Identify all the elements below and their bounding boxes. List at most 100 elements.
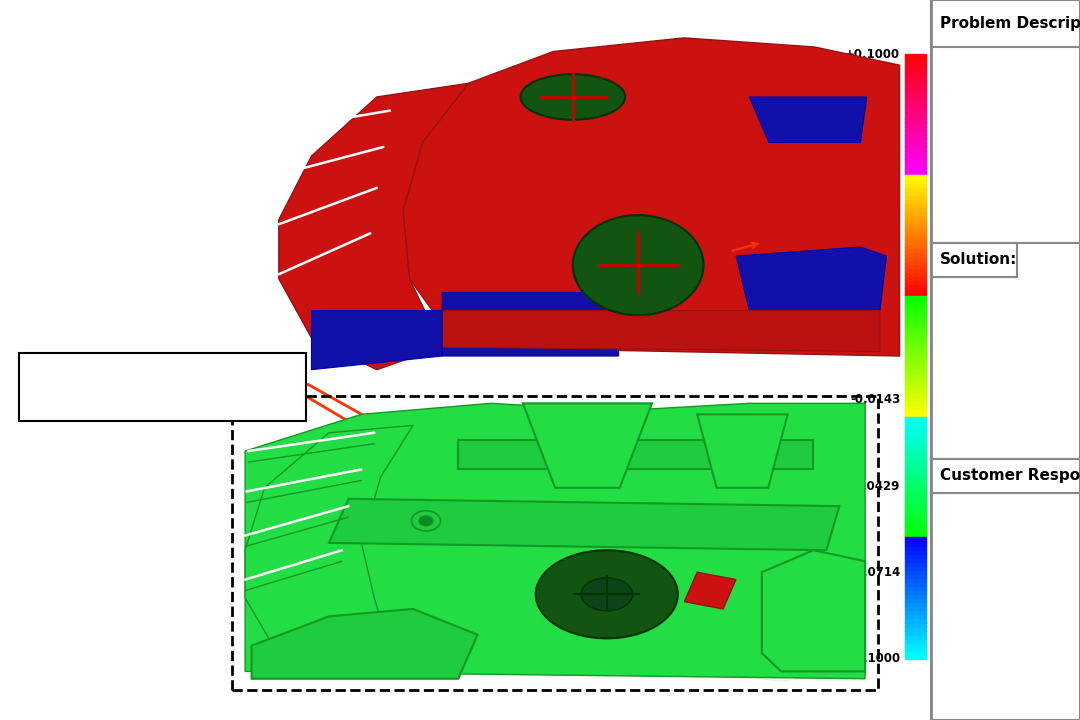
Bar (905, 554, 927, 558)
Bar (905, 320, 927, 324)
Bar (905, 352, 927, 356)
Bar (905, 219, 927, 223)
Bar (905, 380, 927, 384)
Bar (905, 582, 927, 586)
Bar (905, 243, 927, 248)
Bar (905, 457, 927, 462)
Bar (905, 215, 927, 220)
Bar (905, 259, 927, 264)
Bar (905, 642, 927, 647)
Bar (905, 392, 927, 397)
Bar (905, 271, 927, 276)
Bar (905, 356, 927, 361)
Bar (905, 384, 927, 389)
Ellipse shape (536, 550, 678, 639)
Ellipse shape (572, 215, 703, 315)
Bar (905, 360, 927, 364)
Bar (905, 465, 927, 469)
Bar (905, 300, 927, 304)
Bar (905, 155, 927, 159)
Text: +0.0714: +0.0714 (845, 134, 901, 147)
Bar (905, 614, 927, 618)
Bar (905, 231, 927, 235)
Bar (905, 461, 927, 465)
Bar (905, 622, 927, 626)
Bar (905, 396, 927, 401)
Bar (905, 610, 927, 614)
Bar (905, 304, 927, 308)
Bar (905, 279, 927, 284)
Bar (905, 344, 927, 348)
Polygon shape (761, 550, 865, 671)
Bar (905, 630, 927, 634)
Bar (905, 618, 927, 623)
Bar (905, 441, 927, 445)
Bar (905, 586, 927, 590)
Bar (905, 546, 927, 550)
Text: -0.0714: -0.0714 (850, 566, 901, 579)
Bar (905, 106, 927, 110)
Bar (905, 287, 927, 292)
Bar (905, 336, 927, 341)
Bar (905, 251, 927, 256)
Polygon shape (403, 38, 900, 356)
Bar (905, 489, 927, 493)
Bar (905, 324, 927, 328)
Text: -0.0429: -0.0429 (850, 480, 901, 492)
Bar (905, 138, 927, 143)
Bar (905, 562, 927, 566)
Bar (905, 73, 927, 78)
Bar (905, 62, 927, 66)
Bar (905, 388, 927, 392)
Polygon shape (245, 426, 413, 671)
Bar (905, 122, 927, 127)
Bar (905, 199, 927, 203)
Polygon shape (442, 292, 619, 356)
Bar (905, 315, 927, 320)
Bar (905, 292, 927, 296)
Bar (905, 158, 927, 163)
Bar (905, 227, 927, 231)
Bar (905, 445, 927, 449)
Bar (905, 307, 927, 312)
Bar (905, 54, 927, 58)
Bar (905, 453, 927, 457)
Bar (905, 110, 927, 114)
Bar (905, 634, 927, 639)
Bar (905, 594, 927, 598)
Bar (905, 223, 927, 228)
Bar (905, 647, 927, 651)
Polygon shape (523, 403, 652, 488)
Bar (905, 239, 927, 243)
Text: +0.0143: +0.0143 (845, 307, 901, 320)
Bar (905, 58, 927, 62)
Polygon shape (422, 310, 880, 351)
Bar (905, 481, 927, 485)
Ellipse shape (521, 74, 625, 120)
Bar (905, 513, 927, 518)
Bar (905, 118, 927, 122)
Bar (931, 0, 1080, 720)
Bar (905, 102, 927, 107)
Bar (905, 284, 927, 288)
Bar (905, 183, 927, 187)
Bar (905, 626, 927, 631)
Bar (905, 469, 927, 473)
Bar (905, 211, 927, 215)
Polygon shape (329, 499, 839, 550)
Bar (905, 477, 927, 482)
Ellipse shape (581, 577, 633, 611)
Bar (905, 191, 927, 195)
Ellipse shape (411, 510, 441, 531)
Bar (905, 171, 927, 175)
Bar (905, 78, 927, 82)
Bar (905, 654, 927, 659)
Bar (905, 179, 927, 183)
Bar (905, 340, 927, 344)
Bar (905, 90, 927, 94)
Bar (905, 602, 927, 606)
Bar (905, 134, 927, 139)
Polygon shape (737, 247, 887, 310)
Bar (905, 420, 927, 425)
Bar (905, 143, 927, 147)
